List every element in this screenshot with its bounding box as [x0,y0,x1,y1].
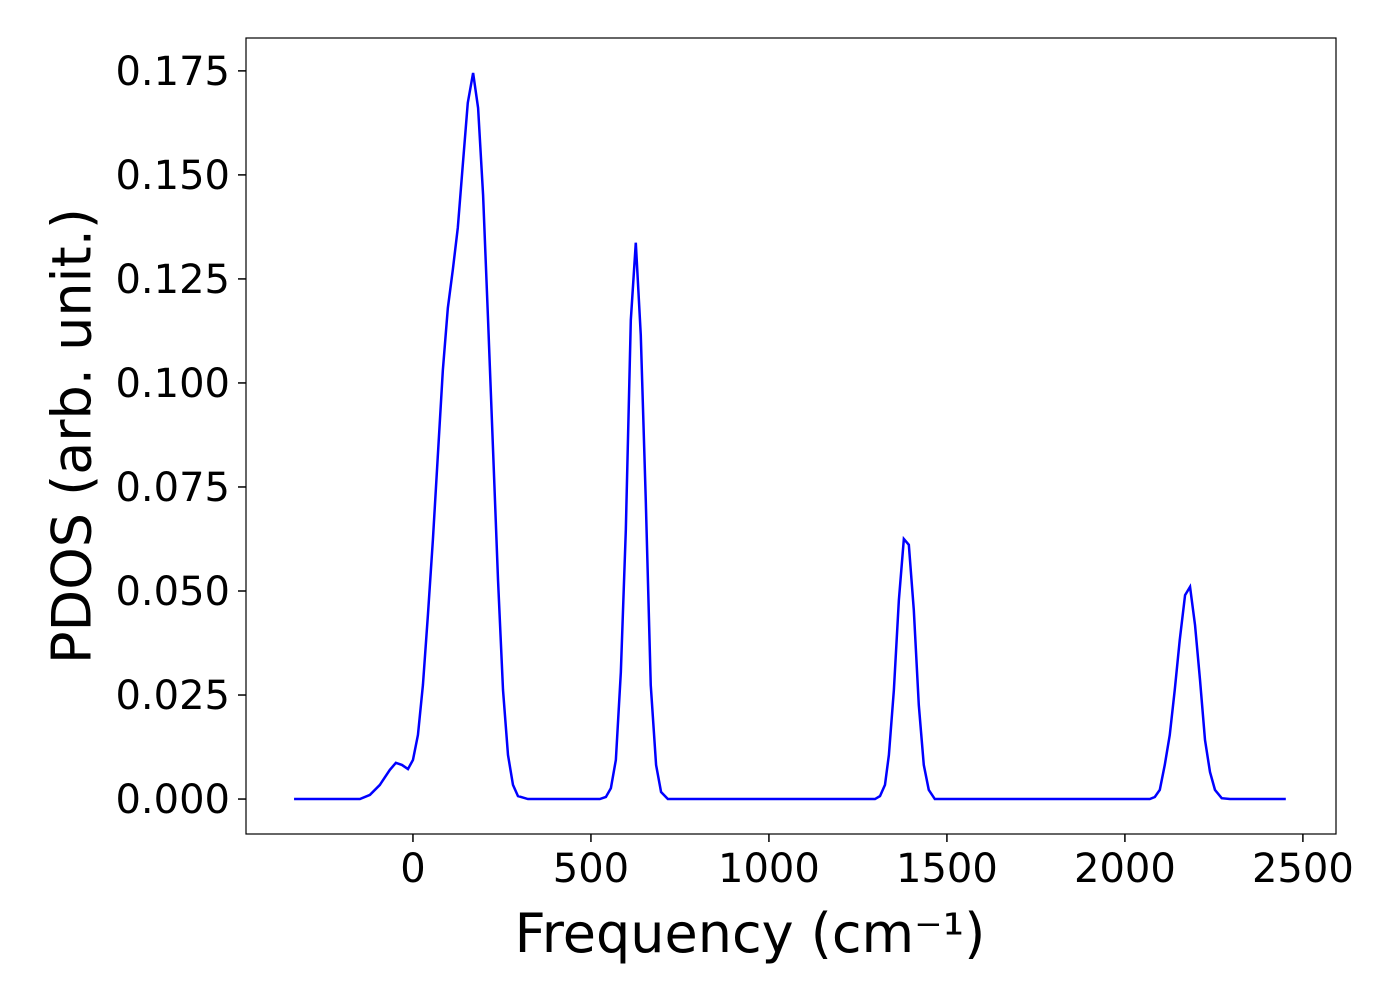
y-tick-label: 0.150 [115,153,230,199]
y-tick-label: 0.000 [115,777,230,823]
y-tick-label: 0.050 [115,569,230,615]
x-tick-label: 2000 [1074,846,1176,892]
x-tick-label: 1000 [718,846,820,892]
y-tick-label: 0.025 [115,673,230,719]
x-tick-label: 1500 [896,846,998,892]
x-tick-label: 0 [400,846,425,892]
y-tick-label: 0.100 [115,361,230,407]
x-axis-label: Frequency (cm⁻¹) [515,902,986,965]
x-tick-label: 500 [553,846,629,892]
y-tick-label: 0.125 [115,257,230,303]
plot-frame [245,37,1337,835]
y-tick-label: 0.075 [115,465,230,511]
x-tick-label: 2500 [1252,846,1354,892]
y-tick-label: 0.175 [115,49,230,95]
line-series [294,72,1286,801]
y-axis-label: PDOS (arb. unit.) [41,208,104,664]
